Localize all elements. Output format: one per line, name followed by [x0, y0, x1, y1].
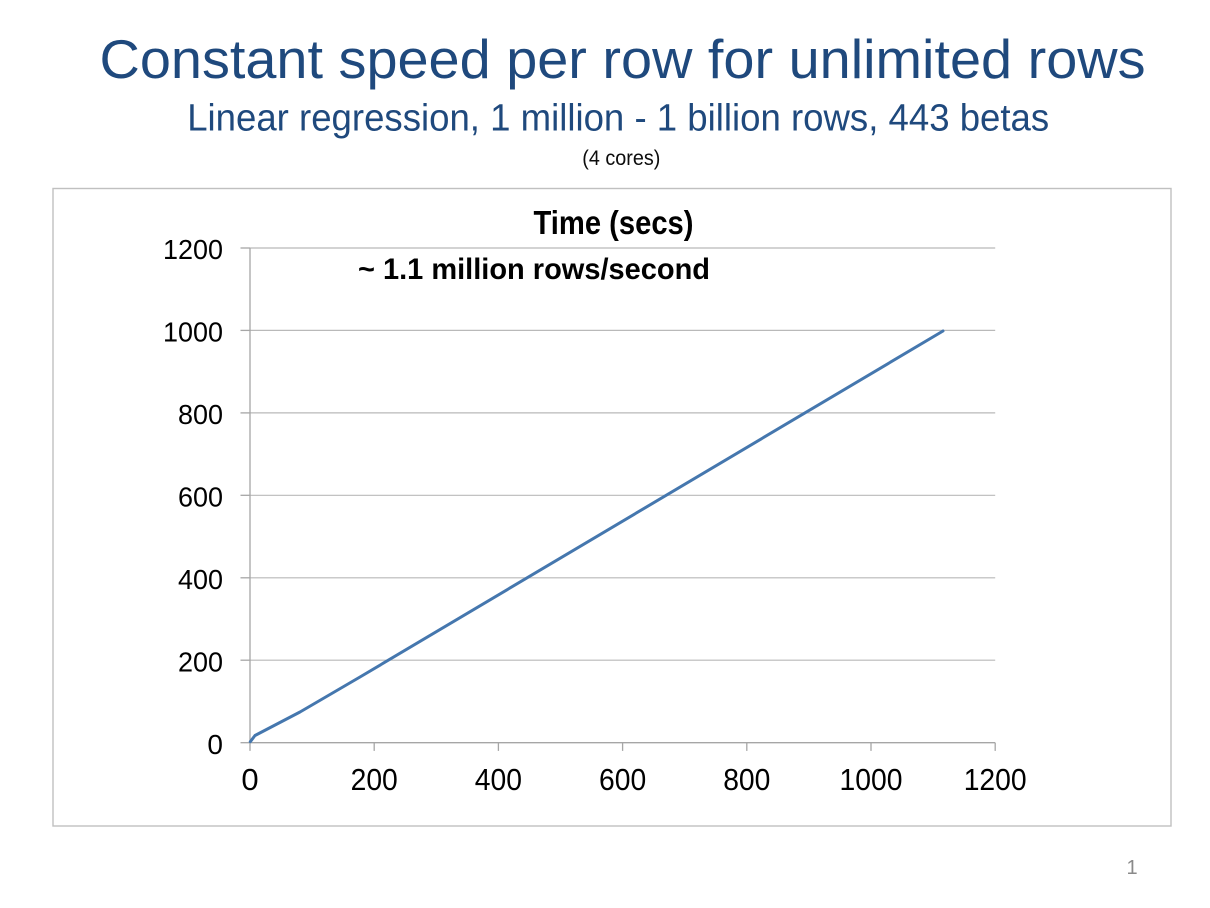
svg-text:Linear regression, 1 million -: Linear regression, 1 million - 1 billion…	[187, 98, 1049, 140]
svg-text:1200: 1200	[964, 762, 1027, 797]
svg-text:400: 400	[178, 564, 223, 595]
svg-text:1000: 1000	[840, 762, 903, 797]
svg-text:400: 400	[475, 762, 522, 797]
svg-text:200: 200	[178, 646, 223, 677]
svg-text:600: 600	[599, 762, 646, 797]
svg-text:0: 0	[207, 729, 223, 760]
svg-text:1000: 1000	[163, 317, 223, 348]
svg-text:800: 800	[178, 399, 223, 430]
svg-text:800: 800	[723, 762, 770, 797]
svg-text:Constant speed per row for unl: Constant speed per row for unlimited row…	[100, 28, 1146, 90]
svg-text:0: 0	[241, 762, 258, 797]
svg-text:200: 200	[351, 762, 398, 797]
svg-text:~ 1.1 million rows/second: ~ 1.1 million rows/second	[358, 253, 710, 286]
svg-text:600: 600	[178, 482, 223, 513]
svg-text:1200: 1200	[163, 234, 223, 265]
svg-text:(4 cores): (4 cores)	[582, 147, 660, 170]
svg-text:1: 1	[1126, 857, 1137, 879]
svg-text:Time (secs): Time (secs)	[534, 205, 694, 242]
